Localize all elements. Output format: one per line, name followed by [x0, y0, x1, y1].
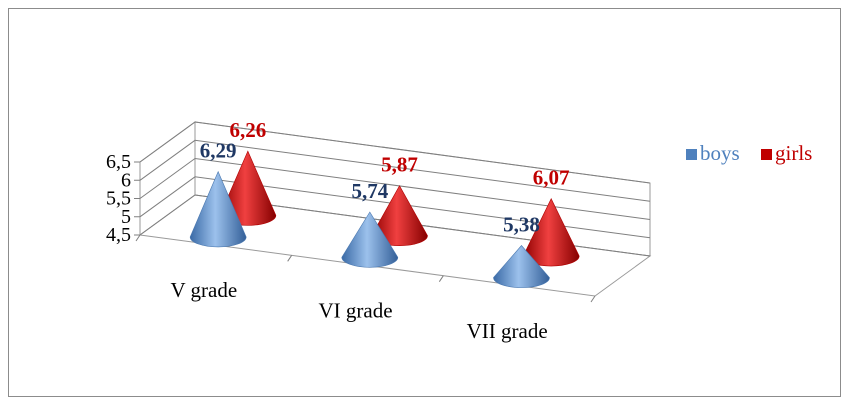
y-axis-ticks: 4,555,566,5 — [106, 151, 131, 246]
gridline — [139, 194, 651, 257]
x-axis-labels: V grade VI grade VII grade — [170, 278, 547, 343]
x-tick-mark — [287, 255, 293, 262]
cone-boys — [493, 245, 550, 288]
y-tick-label: 5,5 — [106, 188, 131, 210]
x-tick-mark — [438, 275, 444, 282]
cone-boys — [341, 211, 399, 268]
x-tick-mark — [135, 234, 141, 242]
data-labels: 6,26 5,87 6,07 6,29 5,74 5,38 — [200, 118, 570, 236]
gridline — [139, 176, 651, 239]
y-tick-label: 6 — [121, 169, 131, 191]
data-label-boys: 6,29 — [200, 139, 237, 163]
x-tick-label: V grade — [170, 278, 237, 302]
data-label-girls: 6,07 — [533, 166, 570, 190]
chart-gridlines — [134, 121, 651, 303]
x-tick-label: VII grade — [467, 319, 548, 343]
data-label-girls: 6,26 — [229, 118, 266, 142]
chart-legend: boys girls — [686, 141, 812, 165]
legend-label-boys: boys — [700, 141, 740, 165]
data-label-boys: 5,74 — [351, 179, 388, 203]
y-tick-label: 5 — [121, 206, 131, 228]
gridline — [139, 157, 651, 220]
gridline — [139, 139, 651, 202]
gridline — [139, 121, 651, 184]
legend-swatch-girls — [761, 149, 772, 160]
cone-boys-body — [189, 170, 247, 248]
legend-label-girls: girls — [775, 141, 812, 165]
y-tick-label: 6,5 — [106, 151, 131, 173]
legend-swatch-boys — [686, 149, 697, 160]
chart-cones — [189, 150, 580, 288]
cone-boys-body — [341, 211, 399, 268]
data-label-girls: 5,87 — [381, 153, 418, 177]
x-tick-label: VI grade — [318, 299, 392, 323]
x-tick-mark — [590, 295, 596, 303]
y-tick-label: 4,5 — [106, 224, 131, 246]
data-label-boys: 5,38 — [503, 212, 540, 236]
cone-boys — [189, 170, 247, 248]
cone-boys-body — [493, 245, 550, 288]
